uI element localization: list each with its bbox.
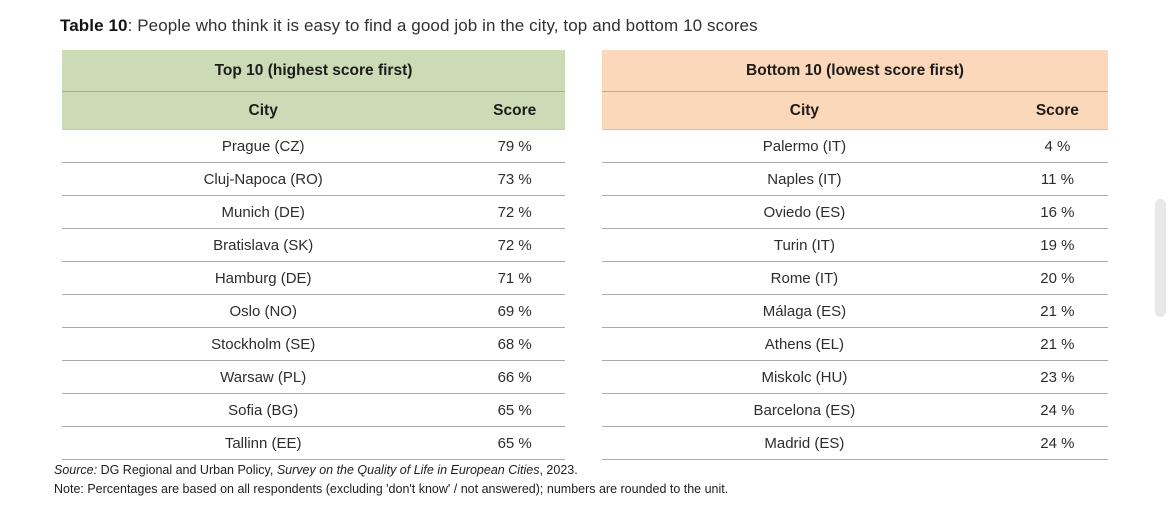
bottom10-table: Bottom 10 (lowest score first) City Scor… bbox=[602, 50, 1108, 460]
score-cell: 73 % bbox=[497, 170, 532, 188]
top10-column-headers: City Score bbox=[62, 92, 565, 130]
column-header-score: Score bbox=[1035, 101, 1079, 119]
table-row: Barcelona (ES) 24 % bbox=[602, 394, 1108, 427]
score-cell: 24 % bbox=[1040, 401, 1075, 419]
table-row: Cluj-Napoca (RO) 73 % bbox=[62, 163, 565, 196]
city-cell: Oslo (NO) bbox=[229, 302, 297, 320]
score-cell: 23 % bbox=[1040, 368, 1075, 386]
table-row: Tallinn (EE) 65 % bbox=[62, 427, 565, 460]
score-cell: 24 % bbox=[1040, 434, 1075, 452]
table-caption-text: : People who think it is easy to find a … bbox=[127, 16, 758, 35]
source-label: Source: bbox=[54, 463, 98, 477]
source-line: Source: DG Regional and Urban Policy, Su… bbox=[54, 461, 728, 480]
table-row: Oviedo (ES) 16 % bbox=[602, 196, 1108, 229]
city-cell: Munich (DE) bbox=[221, 203, 305, 221]
tables-container: Top 10 (highest score first) City Score … bbox=[62, 50, 1108, 460]
bottom10-column-headers: City Score bbox=[602, 92, 1108, 130]
score-cell: 11 % bbox=[1040, 170, 1074, 188]
city-cell: Tallinn (EE) bbox=[224, 434, 302, 452]
table-row: Athens (EL) 21 % bbox=[602, 328, 1108, 361]
top10-table-header: Top 10 (highest score first) bbox=[62, 50, 565, 92]
score-cell: 21 % bbox=[1040, 335, 1075, 353]
table-caption: Table 10: People who think it is easy to… bbox=[60, 16, 758, 36]
city-cell: Miskolc (HU) bbox=[761, 368, 848, 386]
table-row: Sofia (BG) 65 % bbox=[62, 394, 565, 427]
top10-table: Top 10 (highest score first) City Score … bbox=[62, 50, 565, 460]
table-row: Palermo (IT) 4 % bbox=[602, 130, 1108, 163]
score-cell: 21 % bbox=[1040, 302, 1075, 320]
city-cell: Prague (CZ) bbox=[221, 137, 305, 155]
score-cell: 65 % bbox=[497, 434, 532, 452]
score-cell: 19 % bbox=[1040, 236, 1075, 254]
score-cell: 69 % bbox=[497, 302, 532, 320]
score-cell: 72 % bbox=[497, 236, 532, 254]
source-publication: Survey on the Quality of Life in Europea… bbox=[276, 463, 540, 477]
table-row: Oslo (NO) 69 % bbox=[62, 295, 565, 328]
table-row: Turin (IT) 19 % bbox=[602, 229, 1108, 262]
city-cell: Málaga (ES) bbox=[762, 302, 847, 320]
source-text: DG Regional and Urban Policy, bbox=[97, 463, 277, 477]
score-cell: 16 % bbox=[1040, 203, 1075, 221]
table-row: Miskolc (HU) 23 % bbox=[602, 361, 1108, 394]
table-row: Stockholm (SE) 68 % bbox=[62, 328, 565, 361]
city-cell: Turin (IT) bbox=[773, 236, 835, 254]
city-cell: Bratislava (SK) bbox=[213, 236, 314, 254]
column-header-city: City bbox=[789, 101, 820, 119]
city-cell: Warsaw (PL) bbox=[220, 368, 307, 386]
table-row: Madrid (ES) 24 % bbox=[602, 427, 1108, 460]
table-caption-number: Table 10 bbox=[60, 16, 128, 35]
source-year: , 2023. bbox=[539, 463, 578, 477]
table-row: Bratislava (SK) 72 % bbox=[62, 229, 565, 262]
city-cell: Madrid (ES) bbox=[764, 434, 845, 452]
table-row: Warsaw (PL) 66 % bbox=[62, 361, 565, 394]
city-cell: Palermo (IT) bbox=[762, 137, 847, 155]
score-cell: 72 % bbox=[497, 203, 532, 221]
scrollbar-thumb[interactable] bbox=[1155, 199, 1166, 317]
city-cell: Rome (IT) bbox=[770, 269, 839, 287]
table-row: Hamburg (DE) 71 % bbox=[62, 262, 565, 295]
table-row: Málaga (ES) 21 % bbox=[602, 295, 1108, 328]
table-row: Munich (DE) 72 % bbox=[62, 196, 565, 229]
score-cell: 65 % bbox=[497, 401, 532, 419]
table-row: Prague (CZ) 79 % bbox=[62, 130, 565, 163]
note-line: Note: Percentages are based on all respo… bbox=[54, 482, 729, 496]
city-cell: Naples (IT) bbox=[767, 170, 842, 188]
city-cell: Sofia (BG) bbox=[228, 401, 299, 419]
city-cell: Cluj-Napoca (RO) bbox=[203, 170, 323, 188]
score-cell: 71 % bbox=[497, 269, 532, 287]
city-cell: Athens (EL) bbox=[764, 335, 844, 353]
table-footnotes: Source: DG Regional and Urban Policy, Su… bbox=[54, 461, 728, 499]
score-cell: 4 % bbox=[1044, 137, 1071, 155]
score-cell: 79 % bbox=[497, 137, 532, 155]
bottom10-table-header: Bottom 10 (lowest score first) bbox=[602, 50, 1108, 92]
city-cell: Hamburg (DE) bbox=[214, 269, 312, 287]
city-cell: Barcelona (ES) bbox=[753, 401, 856, 419]
score-cell: 20 % bbox=[1040, 269, 1075, 287]
table-row: Naples (IT) 11 % bbox=[602, 163, 1108, 196]
city-cell: Oviedo (ES) bbox=[763, 203, 846, 221]
table-row: Rome (IT) 20 % bbox=[602, 262, 1108, 295]
column-header-score: Score bbox=[493, 101, 537, 119]
score-cell: 66 % bbox=[497, 368, 532, 386]
city-cell: Stockholm (SE) bbox=[211, 335, 316, 353]
column-header-city: City bbox=[248, 101, 278, 119]
score-cell: 68 % bbox=[497, 335, 532, 353]
